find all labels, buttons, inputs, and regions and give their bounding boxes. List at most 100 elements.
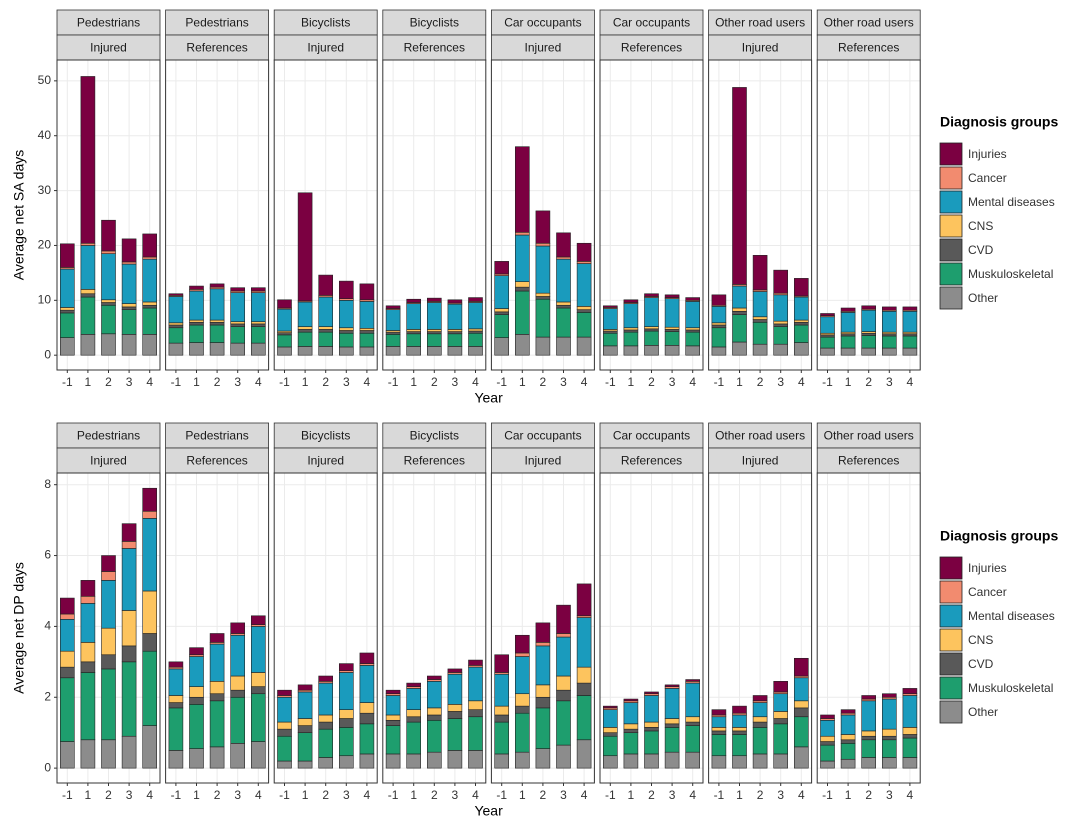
x-axis-title: Year — [474, 803, 503, 819]
bar-segment — [251, 693, 266, 742]
bar-segment — [59, 309, 75, 314]
bar-segment — [209, 324, 225, 343]
bar-segment — [494, 261, 510, 275]
bar-segment — [664, 345, 680, 356]
bar-segment — [514, 656, 530, 695]
bar-segment — [230, 321, 245, 325]
bar-segment — [576, 263, 592, 307]
bar-segment — [535, 684, 551, 698]
strip-label: Injured — [525, 41, 562, 55]
bar-segment — [902, 734, 918, 739]
bar-segment — [664, 751, 680, 769]
bar-segment — [101, 555, 116, 572]
bar-segment — [209, 342, 225, 356]
bar-segment — [514, 634, 530, 654]
bar-segment — [80, 661, 96, 673]
x-tick-label: 1 — [302, 788, 309, 802]
bar-segment — [168, 661, 184, 668]
bar-segment — [861, 305, 877, 310]
bar-segment — [318, 757, 334, 769]
x-tick-label: 1 — [736, 375, 743, 389]
bar-segment — [902, 333, 918, 337]
x-tick-label: 3 — [452, 788, 459, 802]
x-tick-label: -1 — [714, 375, 725, 389]
bar-segment — [230, 675, 245, 691]
legend-label: CNS — [968, 219, 993, 233]
bar-segment — [168, 327, 184, 344]
bar-segment — [623, 698, 639, 702]
bar-segment — [494, 714, 510, 723]
bar-segment — [752, 716, 768, 723]
y-axis-title: Average net DP days — [11, 562, 27, 694]
x-tick-label: 2 — [322, 788, 329, 802]
legend-key — [939, 190, 963, 214]
bar-segment — [277, 696, 292, 723]
bar-segment — [902, 727, 918, 735]
bar-segment — [840, 347, 856, 356]
bar-segment — [189, 748, 204, 769]
bar-segment — [902, 695, 918, 728]
bar-segment — [793, 321, 809, 326]
x-tick-label: 3 — [234, 375, 241, 389]
bar-segment — [121, 238, 137, 263]
x-tick-label: 1 — [410, 375, 417, 389]
bar-segment — [752, 695, 768, 702]
bar-segment — [664, 294, 680, 298]
bar-segment — [142, 590, 157, 634]
bar-segment — [664, 684, 680, 687]
bar-segment — [711, 709, 727, 716]
bar-segment — [773, 320, 789, 325]
bar-segment — [664, 727, 680, 753]
bar-segment — [230, 696, 245, 744]
bar-segment — [711, 716, 727, 728]
x-tick-label: 2 — [540, 788, 547, 802]
strip-background — [382, 9, 487, 36]
strip-background — [599, 447, 704, 474]
panel-border — [490, 59, 595, 371]
bar-segment — [623, 327, 639, 331]
bar-segment — [426, 331, 442, 335]
y-tick-label: 30 — [38, 183, 52, 197]
bar-segment — [732, 714, 747, 728]
bar-segment — [752, 316, 768, 320]
strip-label: Car occupants — [613, 429, 690, 443]
bar-segment — [644, 328, 659, 332]
bar-segment — [576, 242, 592, 262]
bar-segment — [406, 329, 422, 332]
x-tick-label: 2 — [322, 375, 329, 389]
bar-segment — [602, 332, 618, 347]
bar-segment — [644, 727, 659, 732]
x-tick-label: 4 — [255, 375, 262, 389]
bar-segment — [189, 290, 204, 321]
bar-segment — [168, 668, 184, 696]
bar-segment — [338, 332, 354, 348]
bar-segment — [514, 712, 530, 753]
x-tick-label: -1 — [388, 788, 399, 802]
bar-segment — [468, 716, 483, 751]
bar-segment — [623, 303, 639, 329]
bar-segment — [861, 309, 877, 332]
bar-segment — [297, 732, 313, 762]
bar-segment — [142, 725, 157, 769]
bar-segment — [338, 718, 354, 728]
bar-segment — [732, 755, 747, 769]
bar-segment — [793, 324, 809, 343]
x-tick-label: 2 — [865, 375, 872, 389]
x-tick-label: 1 — [410, 788, 417, 802]
bar-segment — [664, 718, 680, 725]
x-tick-label: 3 — [886, 788, 893, 802]
bar-segment — [881, 335, 897, 349]
bar-segment — [101, 219, 116, 252]
bar-segment — [732, 341, 747, 356]
bar-segment — [535, 292, 551, 297]
strip-label: Car occupants — [504, 16, 581, 30]
strip-background — [273, 9, 378, 36]
legend-label: CNS — [968, 633, 993, 647]
bar-segment — [576, 312, 592, 338]
bar-segment — [820, 347, 835, 356]
bar-segment — [711, 322, 727, 326]
strip-background — [273, 422, 378, 449]
bar-segment — [732, 727, 747, 732]
bar-segment — [277, 334, 292, 348]
bar-segment — [773, 723, 789, 755]
